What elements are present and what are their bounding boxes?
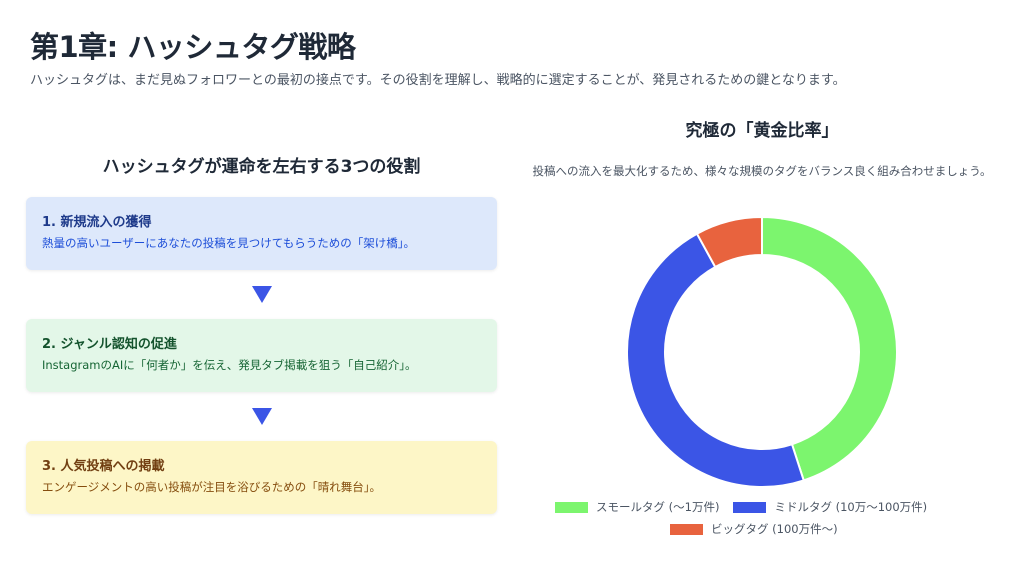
chart-title: 究極の「黄金比率」 (685, 121, 839, 141)
legend-swatch (733, 501, 767, 513)
doughnut-slice-3[interactable] (695, 215, 763, 269)
page-title: 第1章: ハッシュタグ戦略 (30, 30, 356, 64)
legend-swatch (555, 501, 588, 513)
doughnut-slice-1[interactable] (761, 215, 898, 482)
role-card-desc: エンゲージメントの高い投稿が注目を浴びるための「晴れ舞台」。 (42, 480, 382, 494)
down-arrow-icon (251, 286, 272, 303)
page-subtitle: ハッシュタグは、まだ見ぬフォロワーとの最初の接点です。その役割を理解し、戦略的に… (30, 73, 846, 88)
doughnut-slice-2[interactable] (626, 232, 805, 488)
role-card-2: 2. ジャンル認知の促進 InstagramのAIに「何者か」を伝え、発見タブ掲… (26, 319, 497, 392)
legend-item-2[interactable]: ミドルタグ (10万〜100万件) (733, 499, 927, 515)
legend-label: ミドルタグ (10万〜100万件) (774, 500, 928, 514)
legend-swatch (670, 523, 703, 535)
legend-label: スモールタグ (〜1万件) (596, 500, 720, 514)
role-card-3: 3. 人気投稿への掲載 エンゲージメントの高い投稿が注目を浴びるための「晴れ舞台… (26, 441, 497, 514)
legend-item-1[interactable]: スモールタグ (〜1万件) (555, 499, 719, 515)
role-card-desc: InstagramのAIに「何者か」を伝え、発見タブ掲載を狙う「自己紹介」。 (42, 358, 417, 372)
legend-item-3[interactable]: ビッグタグ (100万件〜) (670, 521, 838, 537)
roles-section: ハッシュタグが運命を左右する3つの役割 1. 新規流入の獲得 熱量の高いユーザー… (26, 155, 497, 514)
role-card-1: 1. 新規流入の獲得 熱量の高いユーザーにあなたの投稿を見つけてもらうための「架… (26, 197, 497, 270)
chart-legend: ビッグタグ (100万件〜) (670, 521, 852, 537)
flow-arrow (26, 270, 497, 319)
flow-arrow (26, 392, 497, 441)
role-card-title: 1. 新規流入の獲得 (42, 215, 152, 230)
role-card-title: 2. ジャンル認知の促進 (42, 337, 177, 352)
role-card-title: 3. 人気投稿への掲載 (42, 459, 165, 474)
chart-description: 投稿への流入を最大化するため、様々な規模のタグをバランス良く組み合わせましょう。 (532, 164, 992, 178)
legend-label: ビッグタグ (100万件〜) (711, 522, 838, 536)
role-card-desc: 熱量の高いユーザーにあなたの投稿を見つけてもらうための「架け橋」。 (42, 236, 415, 250)
down-arrow-icon (251, 408, 272, 425)
roles-heading: ハッシュタグが運命を左右する3つの役割 (102, 157, 421, 177)
chart-section: 究極の「黄金比率」 投稿への流入を最大化するため、様々な規模のタグをバランス良く… (520, 118, 1004, 180)
chart-legend: スモールタグ (〜1万件) ミドルタグ (10万〜100万件) (555, 499, 941, 515)
